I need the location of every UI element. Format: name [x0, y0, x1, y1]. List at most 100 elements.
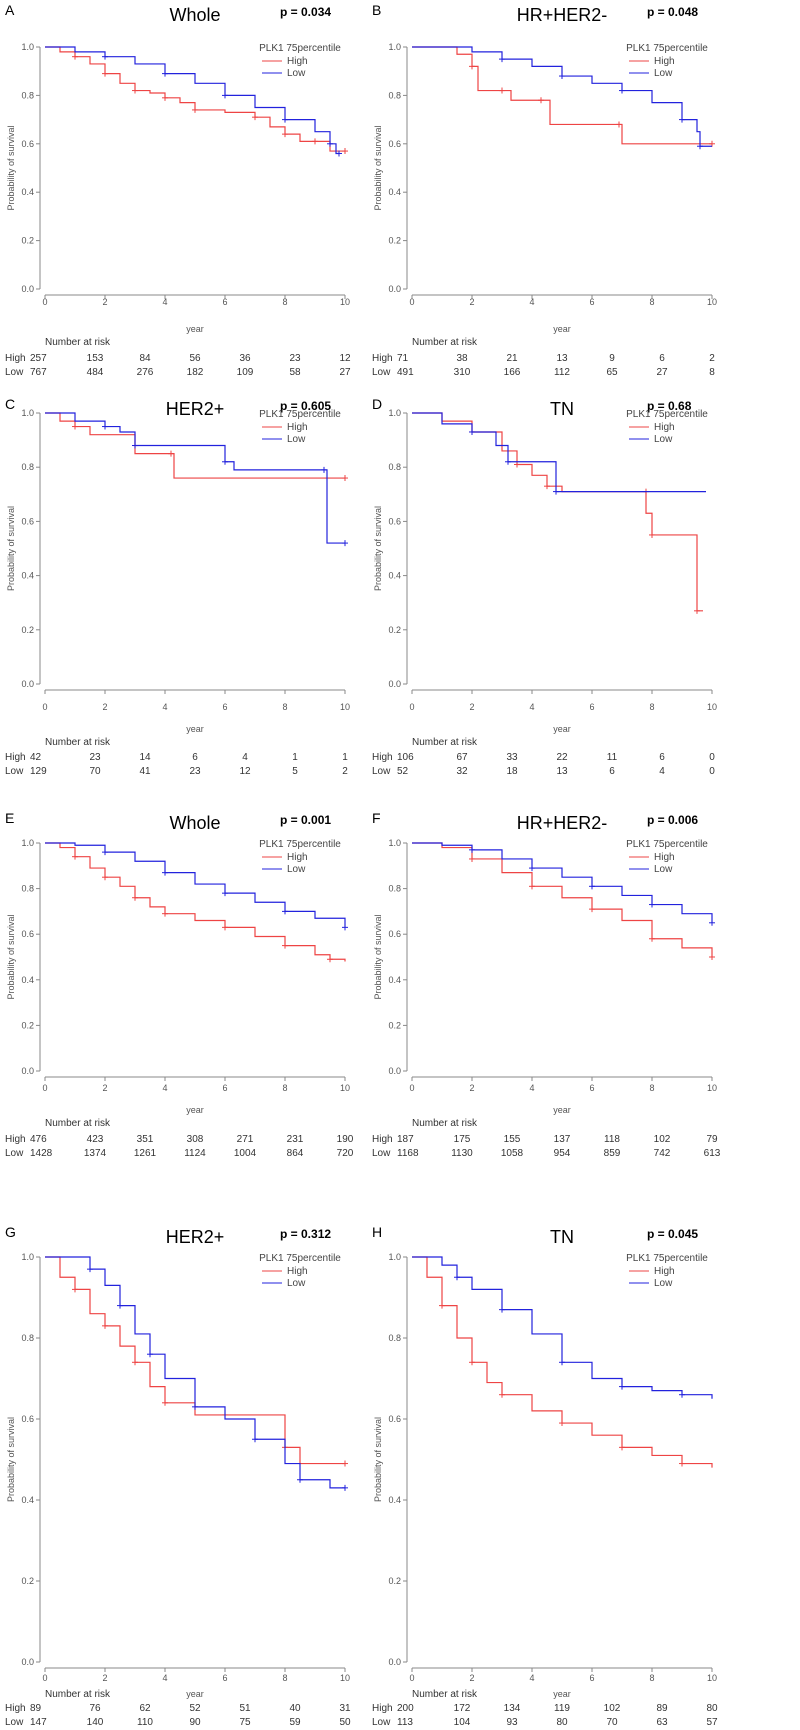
x-tick-label: 8	[282, 1083, 287, 1093]
risk-count-low: 93	[506, 1717, 518, 1728]
risk-count-low: 859	[604, 1148, 621, 1159]
y-tick-label: 0.4	[21, 571, 34, 581]
x-axis-label: year	[553, 724, 571, 734]
x-tick-label: 10	[340, 297, 350, 307]
risk-count-high: 2	[709, 353, 715, 364]
chart-title: TN	[550, 399, 574, 419]
y-axis-label: Probability of survival	[373, 914, 383, 999]
risk-count-high: 351	[137, 1134, 154, 1145]
p-value: p = 0.68	[647, 399, 692, 413]
x-tick-label: 4	[529, 702, 534, 712]
y-tick-label: 1.0	[388, 408, 401, 418]
risk-count-low: 112	[554, 367, 570, 378]
risk-count-high: 118	[604, 1134, 620, 1145]
x-tick-label: 4	[529, 1083, 534, 1093]
risk-table-label: Number at risk	[45, 337, 111, 348]
panel-letter: C	[5, 396, 15, 412]
risk-count-high: 21	[506, 353, 518, 364]
x-tick-label: 4	[529, 1673, 534, 1683]
x-tick-label: 10	[340, 702, 350, 712]
risk-group-high: High	[5, 752, 26, 763]
y-tick-label: 0.0	[21, 284, 34, 294]
y-tick-label: 0.4	[21, 187, 34, 197]
risk-count-low: 70	[606, 1717, 618, 1728]
risk-count-high: 12	[339, 353, 351, 364]
risk-group-low: Low	[5, 1148, 24, 1159]
risk-count-high: 476	[30, 1134, 47, 1145]
survival-curve-low	[45, 1256, 345, 1489]
y-axis-label: Probability of survival	[6, 506, 16, 591]
y-tick-label: 0.4	[21, 1495, 34, 1505]
risk-count-low: 6	[609, 766, 615, 777]
risk-table-label: Number at risk	[45, 737, 111, 748]
risk-count-high: 33	[506, 752, 518, 763]
risk-count-high: 14	[139, 752, 151, 763]
risk-count-low: 182	[187, 367, 204, 378]
risk-count-low: 147	[30, 1717, 47, 1728]
risk-count-high: 102	[654, 1134, 671, 1145]
risk-count-high: 106	[397, 752, 414, 763]
panel-g: G HER2+ p = 0.312 0.0 0.2 0.4 0.6 0.8 1.0 0 2 4 6 8 10…	[5, 1224, 351, 1728]
panel-letter: G	[5, 1224, 16, 1240]
risk-count-high: 52	[189, 1703, 201, 1714]
x-tick-label: 0	[42, 297, 47, 307]
y-tick-label: 0.0	[388, 284, 401, 294]
legend-title: PLK1 75percentile	[626, 43, 708, 54]
risk-count-high: 190	[337, 1134, 354, 1145]
legend-label-low: Low	[287, 68, 306, 79]
risk-count-high: 271	[237, 1134, 254, 1145]
risk-table-label: Number at risk	[45, 1118, 111, 1129]
chart-title: HER2+	[166, 399, 225, 419]
y-axis-label: Probability of survival	[373, 125, 383, 210]
risk-count-high: 175	[454, 1134, 471, 1145]
risk-count-high: 137	[554, 1134, 571, 1145]
y-tick-label: 0.0	[388, 679, 401, 689]
y-tick-label: 0.2	[388, 1020, 401, 1030]
risk-count-low: 1374	[84, 1148, 107, 1159]
legend-label-low: Low	[654, 1278, 673, 1289]
y-tick-label: 0.2	[21, 1020, 34, 1030]
x-tick-label: 2	[102, 702, 107, 712]
survival-curve-low	[412, 842, 713, 923]
p-value: p = 0.045	[647, 1227, 698, 1241]
y-tick-label: 1.0	[21, 1252, 34, 1262]
panel-letter: A	[5, 2, 15, 18]
risk-count-high: 79	[706, 1134, 718, 1145]
risk-count-high: 1	[292, 752, 298, 763]
legend-label-high: High	[654, 422, 675, 433]
p-value: p = 0.048	[647, 5, 698, 19]
risk-count-high: 155	[504, 1134, 521, 1145]
x-tick-label: 4	[162, 1673, 167, 1683]
chart-title: TN	[550, 1227, 574, 1247]
x-tick-label: 10	[707, 297, 717, 307]
x-tick-label: 6	[222, 1673, 227, 1683]
risk-group-high: High	[5, 353, 26, 364]
x-tick-label: 8	[649, 1083, 654, 1093]
y-tick-label: 0.2	[388, 236, 401, 246]
legend-title: PLK1 75percentile	[259, 43, 341, 54]
risk-group-high: High	[372, 353, 393, 364]
y-axis-label: Probability of survival	[373, 506, 383, 591]
y-tick-label: 1.0	[388, 838, 401, 848]
risk-group-high: High	[5, 1134, 26, 1145]
survival-curve-high	[45, 842, 346, 962]
risk-count-low: 129	[30, 766, 47, 777]
risk-count-high: 22	[556, 752, 568, 763]
y-tick-label: 0.8	[388, 90, 401, 100]
y-axis-label: Probability of survival	[373, 1417, 383, 1502]
x-tick-label: 10	[707, 702, 717, 712]
panel-e: E Whole p = 0.001 0.0 0.2 0.4 0.6 0.8 1.0 0 2 4 6 8 10…	[5, 810, 354, 1159]
risk-count-high: 102	[604, 1703, 621, 1714]
legend-label-high: High	[287, 56, 308, 67]
y-tick-label: 0.0	[21, 1066, 34, 1076]
risk-count-low: 5	[292, 766, 298, 777]
x-axis-label: year	[186, 324, 204, 334]
legend-title: PLK1 75percentile	[259, 409, 341, 420]
panel-b: B HR+HER2- p = 0.048 0.0 0.2 0.4 0.6 0.8 1.0 0 2 4 6…	[372, 2, 717, 378]
risk-table-label: Number at risk	[412, 1118, 478, 1129]
legend-label-low: Low	[287, 1278, 306, 1289]
chart-title: Whole	[169, 813, 220, 833]
panel-c: C HER2+ p = 0.605 0.0 0.2 0.4 0.6 0.8 1.0 0 2 4 6 8 10…	[5, 396, 350, 777]
x-tick-label: 2	[469, 702, 474, 712]
